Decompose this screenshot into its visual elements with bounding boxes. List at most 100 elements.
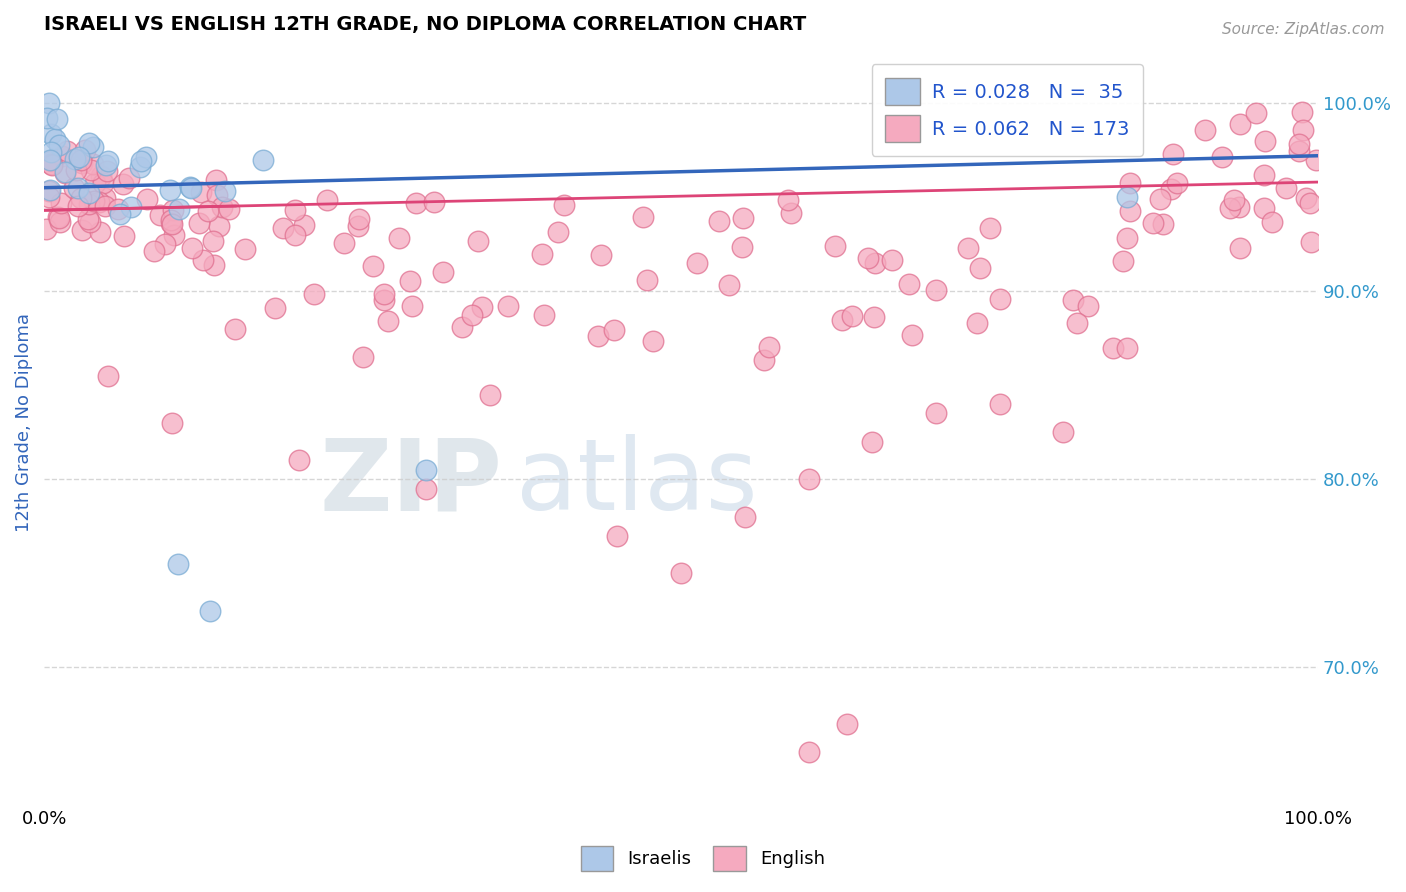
Point: [89, 225, 111, 239]
Point: [1227, 200, 1250, 214]
Point: [128, 160, 150, 174]
Point: [208, 219, 231, 234]
Point: [432, 265, 454, 279]
Point: [669, 566, 692, 581]
Point: [91, 176, 114, 190]
Point: [1077, 299, 1099, 313]
Point: [207, 188, 229, 202]
Point: [641, 334, 664, 348]
Point: [1295, 191, 1317, 205]
Point: [108, 207, 131, 221]
Point: [589, 248, 612, 262]
Point: [586, 329, 609, 343]
Point: [797, 472, 820, 486]
Point: [48, 138, 70, 153]
Point: [44, 132, 66, 146]
Point: [197, 204, 219, 219]
Y-axis label: 12th Grade, No Diploma: 12th Grade, No Diploma: [15, 313, 32, 533]
Point: [160, 216, 183, 230]
Point: [70, 153, 93, 168]
Point: [284, 228, 307, 243]
Point: [1291, 104, 1313, 119]
Point: [80, 162, 103, 177]
Point: [65, 163, 87, 178]
Point: [831, 313, 853, 327]
Point: [107, 202, 129, 216]
Point: [966, 316, 988, 330]
Text: ZIP: ZIP: [321, 434, 503, 532]
Point: [198, 604, 221, 618]
Point: [1211, 150, 1233, 164]
Point: [181, 241, 204, 255]
Point: [531, 247, 554, 261]
Text: Source: ZipAtlas.com: Source: ZipAtlas.com: [1222, 22, 1385, 37]
Point: [401, 299, 423, 313]
Point: [496, 299, 519, 313]
Point: [284, 203, 307, 218]
Point: [1299, 196, 1322, 211]
Point: [347, 219, 370, 233]
Point: [163, 227, 186, 242]
Point: [90, 169, 112, 183]
Point: [423, 194, 446, 209]
Point: [211, 200, 233, 214]
Point: [38, 190, 60, 204]
Point: [94, 199, 117, 213]
Point: [79, 215, 101, 229]
Point: [38, 184, 60, 198]
Point: [533, 308, 555, 322]
Point: [373, 293, 395, 308]
Point: [49, 215, 72, 229]
Point: [399, 274, 422, 288]
Point: [1219, 202, 1241, 216]
Point: [70, 223, 93, 237]
Point: [1229, 117, 1251, 131]
Point: [856, 251, 879, 265]
Point: [160, 217, 183, 231]
Point: [1102, 341, 1125, 355]
Point: [67, 150, 90, 164]
Point: [1161, 147, 1184, 161]
Point: [415, 482, 437, 496]
Point: [1116, 190, 1139, 204]
Point: [118, 171, 141, 186]
Point: [734, 509, 756, 524]
Point: [48, 211, 70, 225]
Point: [51, 149, 73, 163]
Point: [1112, 254, 1135, 268]
Point: [1062, 293, 1084, 308]
Point: [880, 252, 903, 267]
Point: [1253, 168, 1275, 182]
Point: [190, 185, 212, 199]
Point: [450, 320, 472, 334]
Point: [388, 231, 411, 245]
Point: [352, 350, 374, 364]
Point: [191, 252, 214, 267]
Point: [862, 310, 884, 324]
Point: [731, 240, 754, 254]
Point: [377, 313, 399, 327]
Point: [162, 203, 184, 218]
Point: [41, 159, 63, 173]
Point: [316, 194, 339, 208]
Point: [82, 140, 104, 154]
Point: [97, 368, 120, 383]
Point: [76, 212, 98, 227]
Point: [461, 308, 484, 322]
Point: [835, 716, 858, 731]
Point: [1142, 216, 1164, 230]
Point: [780, 206, 803, 220]
Point: [1152, 217, 1174, 231]
Point: [53, 166, 76, 180]
Point: [111, 177, 134, 191]
Point: [143, 244, 166, 259]
Point: [631, 211, 654, 225]
Point: [70, 156, 93, 170]
Point: [160, 416, 183, 430]
Point: [87, 194, 110, 209]
Point: [1118, 203, 1140, 218]
Point: [1119, 176, 1142, 190]
Point: [1288, 144, 1310, 158]
Point: [271, 220, 294, 235]
Point: [636, 273, 658, 287]
